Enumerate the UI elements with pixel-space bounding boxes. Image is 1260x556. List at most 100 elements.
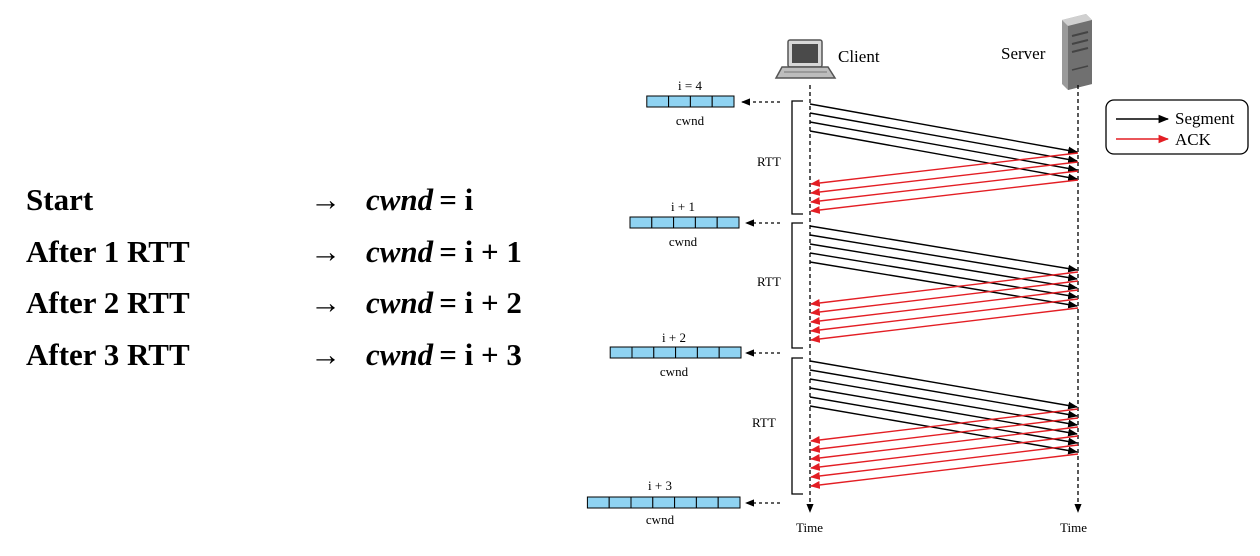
- cwnd-cell: [717, 496, 741, 509]
- rtt-bracket: RTT: [752, 357, 803, 495]
- cwnd-cell: [586, 496, 610, 509]
- ack-arrow: [810, 453, 1079, 489]
- ack-arrow: [810, 435, 1079, 471]
- segment-arrow: [809, 261, 1078, 309]
- cwnd-cell: [695, 496, 719, 509]
- segment-arrow: [809, 234, 1078, 282]
- rtt-label: RTT: [757, 154, 781, 169]
- segment-arrow: [809, 396, 1078, 446]
- cwnd-cell: [629, 216, 653, 229]
- segment-arrows-round-1: [809, 103, 1078, 182]
- cwnd-size-label: i = 4: [678, 78, 702, 93]
- cwnd-cell: [711, 95, 735, 108]
- cwnd-caption: cwnd: [669, 234, 698, 249]
- arrow-icon: →: [310, 337, 341, 372]
- row-formula: cwnd = i + 3: [366, 337, 522, 372]
- arrow-icon: →: [310, 285, 341, 320]
- cwnd-size-label: i + 1: [671, 199, 695, 214]
- rtt-label: RTT: [752, 415, 776, 430]
- legend-box: [1105, 99, 1249, 155]
- ack-arrow: [810, 298, 1079, 334]
- cwnd-cell: [609, 346, 633, 359]
- ack-arrow: [810, 152, 1079, 187]
- row-label: Start: [26, 182, 94, 217]
- cwnd-size-label: i + 2: [662, 330, 686, 345]
- ack-arrows-round-3: [810, 408, 1079, 489]
- segment-arrow: [809, 112, 1078, 164]
- cwnd-cell: [674, 496, 697, 509]
- row-formula: cwnd = i + 2: [366, 285, 522, 320]
- server-icon: [1062, 14, 1092, 90]
- cwnd-cell: [651, 216, 675, 229]
- cwnd-cell: [696, 346, 720, 359]
- row-formula: cwnd = i: [366, 182, 474, 217]
- row-label: After 2 RTT: [26, 285, 190, 320]
- rtt-bracket: RTT: [757, 100, 803, 215]
- legend-ack-label: ACK: [1175, 130, 1212, 149]
- cwnd-cell: [668, 95, 691, 108]
- table-row: After 2 RTT → cwnd = i + 2: [26, 285, 522, 320]
- segment-arrow: [809, 225, 1078, 273]
- segment-arrow: [809, 405, 1078, 455]
- segment-arrow: [809, 252, 1078, 300]
- cwnd-cells: [629, 216, 740, 229]
- cwnd-window: i = 4 cwnd: [646, 78, 780, 128]
- ack-arrow: [810, 179, 1079, 214]
- segment-arrows-round-2: [809, 225, 1078, 309]
- legend: Segment ACK: [1105, 99, 1249, 155]
- ack-arrow: [810, 417, 1079, 453]
- cwnd-cell: [689, 95, 713, 108]
- server-time-label: Time: [1060, 520, 1087, 535]
- cwnd-cell: [646, 95, 670, 108]
- rtt-bracket: RTT: [757, 222, 803, 349]
- segment-arrow: [809, 378, 1078, 428]
- server-label: Server: [1001, 44, 1046, 63]
- ack-arrow: [810, 280, 1079, 316]
- row-formula: cwnd = i + 1: [366, 234, 522, 269]
- ack-arrows-round-1: [810, 152, 1079, 214]
- ack-arrow: [810, 408, 1079, 444]
- segment-arrow: [809, 360, 1078, 410]
- cwnd-size-label: i + 3: [648, 478, 672, 493]
- segment-arrow: [809, 130, 1078, 182]
- ack-arrow: [810, 289, 1079, 325]
- cwnd-caption: cwnd: [646, 512, 675, 527]
- segment-arrows-round-3: [809, 360, 1078, 455]
- ack-arrow: [810, 307, 1079, 343]
- cwnd-cell: [716, 216, 740, 229]
- cwnd-caption: cwnd: [660, 364, 689, 379]
- cwnd-cell: [630, 496, 654, 509]
- ack-arrow: [810, 161, 1079, 196]
- cwnd-window: i + 2 cwnd: [609, 330, 780, 379]
- cwnd-cells: [646, 95, 735, 108]
- cwnd-cell: [653, 346, 677, 359]
- cwnd-cell: [631, 346, 655, 359]
- ack-arrows-round-2: [810, 271, 1079, 343]
- ack-arrow: [810, 444, 1079, 480]
- table-row: After 3 RTT → cwnd = i + 3: [26, 337, 522, 372]
- segment-arrow: [809, 387, 1078, 437]
- rtt-label: RTT: [757, 274, 781, 289]
- cwnd-cells: [586, 496, 741, 509]
- arrow-icon: →: [310, 234, 341, 269]
- cwnd-cell: [673, 216, 696, 229]
- segment-arrow: [809, 243, 1078, 291]
- cwnd-cell: [718, 346, 742, 359]
- cwnd-cell: [608, 496, 632, 509]
- client-label: Client: [838, 47, 880, 66]
- table-row: Start → cwnd = i: [26, 182, 474, 217]
- segment-arrow: [809, 121, 1078, 173]
- row-label: After 3 RTT: [26, 337, 190, 372]
- cwnd-cells: [609, 346, 742, 359]
- cwnd-cell: [694, 216, 718, 229]
- segment-arrow: [809, 103, 1078, 155]
- arrow-icon: →: [310, 182, 341, 217]
- cwnd-caption: cwnd: [676, 113, 705, 128]
- legend-segment-label: Segment: [1175, 109, 1235, 128]
- laptop-icon: [774, 39, 837, 79]
- row-label: After 1 RTT: [26, 234, 190, 269]
- cwnd-cell: [675, 346, 698, 359]
- ack-arrow: [810, 170, 1079, 205]
- table-row: After 1 RTT → cwnd = i + 1: [26, 234, 522, 269]
